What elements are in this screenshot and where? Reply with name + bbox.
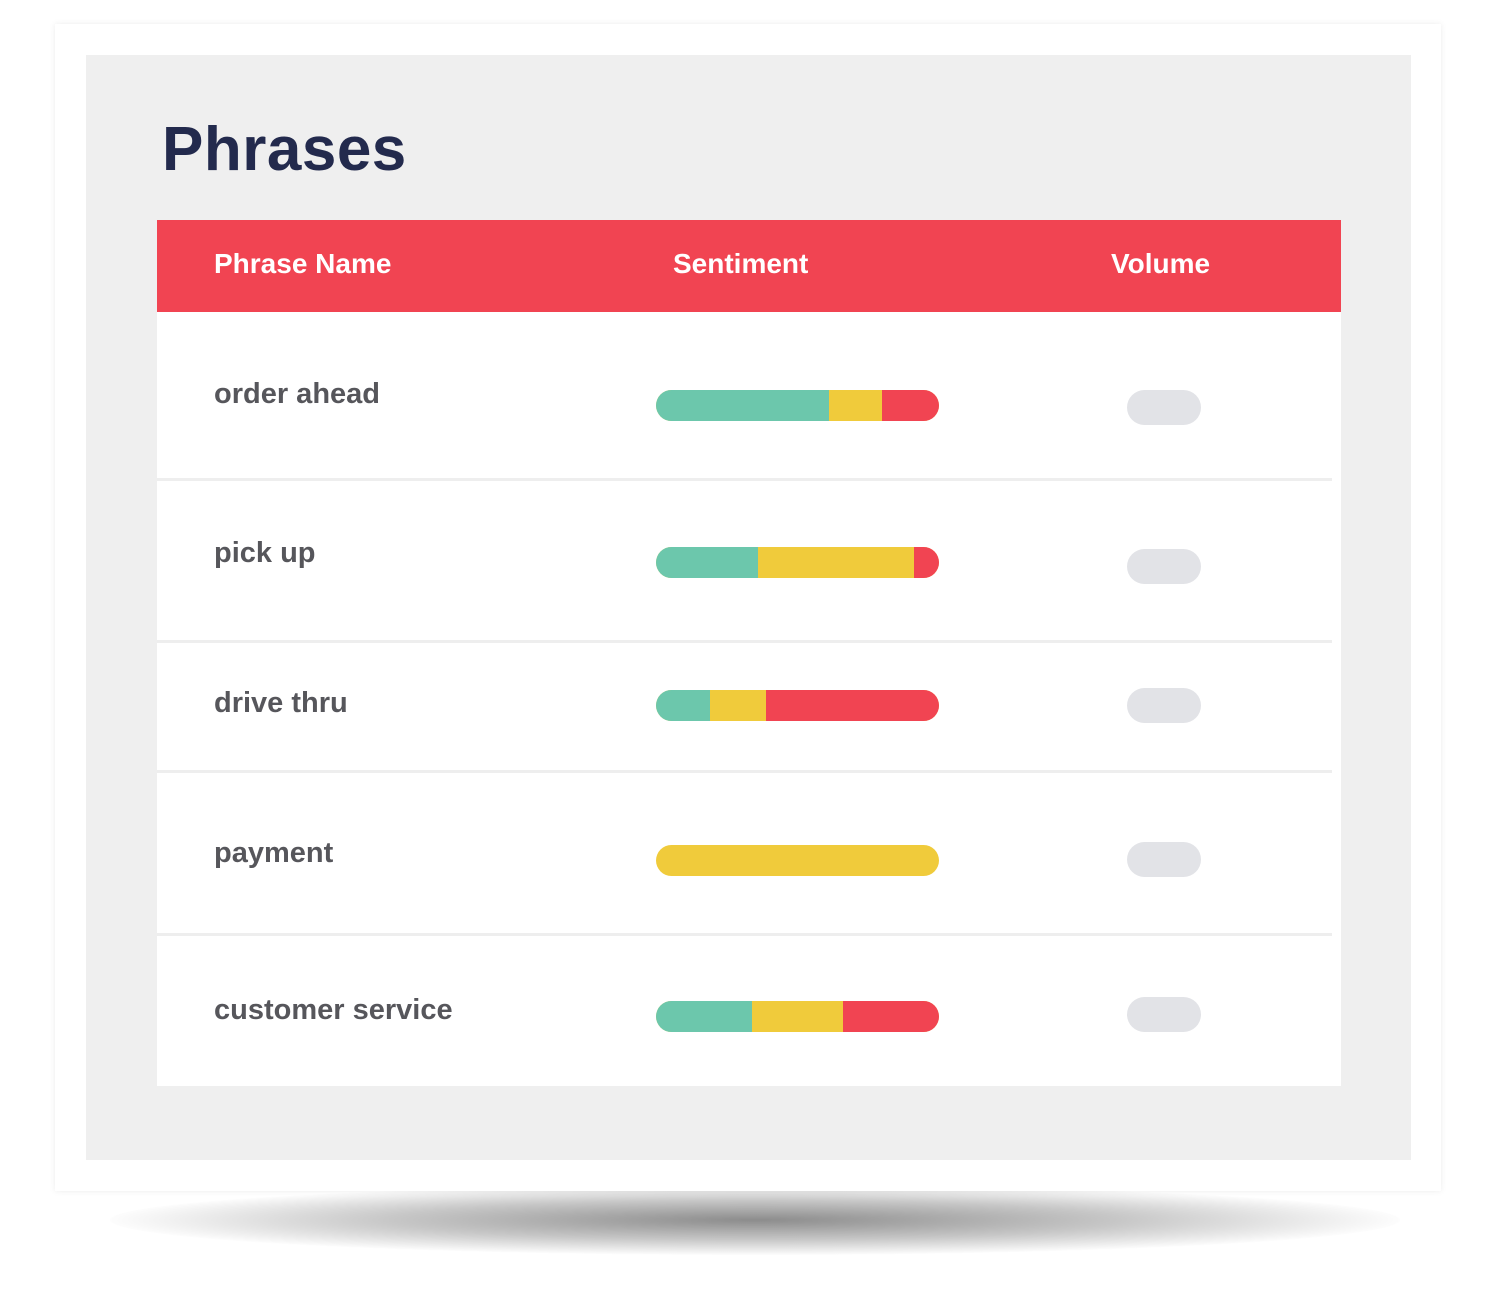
- sentiment-positive-segment: [656, 1001, 753, 1032]
- table-row[interactable]: customer service: [157, 936, 1341, 1086]
- sentiment-neutral-segment: [709, 690, 767, 721]
- phrases-table: Phrase Name Sentiment Volume order ahead…: [157, 220, 1341, 1086]
- page-title: Phrases: [162, 115, 407, 184]
- sentiment-bar: [656, 845, 939, 876]
- sentiment-neutral-segment: [752, 1001, 843, 1032]
- table-row[interactable]: pick up: [157, 481, 1332, 643]
- volume-pill: [1127, 688, 1201, 723]
- column-header-volume[interactable]: Volume: [1111, 248, 1211, 279]
- sentiment-negative-segment: [766, 690, 939, 721]
- sentiment-positive-segment: [656, 690, 710, 721]
- sentiment-bar: [656, 547, 939, 578]
- phrase-name: pick up: [214, 537, 316, 569]
- sentiment-bar: [656, 1001, 939, 1032]
- card-frame: Phrases Phrase Name Sentiment Volume ord…: [55, 24, 1441, 1191]
- sentiment-bar: [656, 390, 939, 421]
- volume-pill: [1127, 549, 1201, 584]
- phrase-name: drive thru: [214, 687, 348, 719]
- column-header-phrase-name[interactable]: Phrase Name: [214, 248, 392, 279]
- phrase-name: payment: [214, 837, 334, 869]
- table-row[interactable]: order ahead: [157, 312, 1332, 481]
- table-row[interactable]: payment: [157, 773, 1332, 936]
- table-row[interactable]: drive thru: [157, 643, 1332, 773]
- sentiment-negative-segment: [842, 1001, 939, 1032]
- table-header: Phrase Name Sentiment Volume: [157, 220, 1341, 312]
- sentiment-neutral-segment: [828, 390, 883, 421]
- floor-shadow: [110, 1185, 1400, 1255]
- volume-pill: [1127, 390, 1201, 425]
- sentiment-positive-segment: [656, 547, 758, 578]
- phrase-name: order ahead: [214, 378, 380, 410]
- volume-pill: [1127, 997, 1201, 1032]
- sentiment-neutral-segment: [757, 547, 914, 578]
- column-header-sentiment[interactable]: Sentiment: [673, 248, 809, 279]
- phrase-name: customer service: [214, 994, 453, 1026]
- sentiment-negative-segment: [913, 547, 939, 578]
- phrases-panel: Phrases Phrase Name Sentiment Volume ord…: [86, 55, 1411, 1160]
- sentiment-bar: [656, 690, 939, 721]
- sentiment-neutral-segment: [656, 845, 939, 876]
- sentiment-positive-segment: [656, 390, 829, 421]
- volume-pill: [1127, 842, 1201, 877]
- sentiment-negative-segment: [882, 390, 939, 421]
